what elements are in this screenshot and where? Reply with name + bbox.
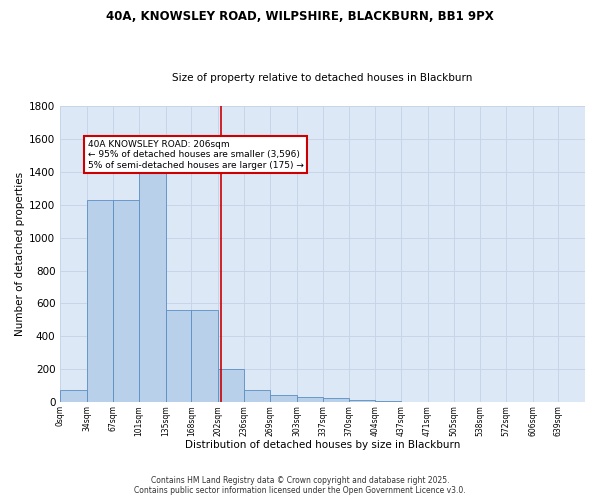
Bar: [296, 397, 323, 402]
Bar: [349, 400, 375, 402]
X-axis label: Distribution of detached houses by size in Blackburn: Distribution of detached houses by size …: [185, 440, 460, 450]
Y-axis label: Number of detached properties: Number of detached properties: [15, 172, 25, 336]
Bar: [244, 390, 270, 402]
Bar: [87, 200, 113, 402]
Bar: [166, 310, 191, 402]
Bar: [191, 310, 218, 402]
Title: Size of property relative to detached houses in Blackburn: Size of property relative to detached ho…: [172, 73, 473, 83]
Bar: [323, 398, 349, 402]
Bar: [113, 200, 139, 402]
Bar: [60, 390, 87, 402]
Text: Contains HM Land Registry data © Crown copyright and database right 2025.
Contai: Contains HM Land Registry data © Crown c…: [134, 476, 466, 495]
Text: 40A KNOWSLEY ROAD: 206sqm
← 95% of detached houses are smaller (3,596)
5% of sem: 40A KNOWSLEY ROAD: 206sqm ← 95% of detac…: [88, 140, 304, 170]
Text: 40A, KNOWSLEY ROAD, WILPSHIRE, BLACKBURN, BB1 9PX: 40A, KNOWSLEY ROAD, WILPSHIRE, BLACKBURN…: [106, 10, 494, 23]
Bar: [218, 370, 244, 402]
Bar: [139, 149, 166, 402]
Bar: [270, 395, 296, 402]
